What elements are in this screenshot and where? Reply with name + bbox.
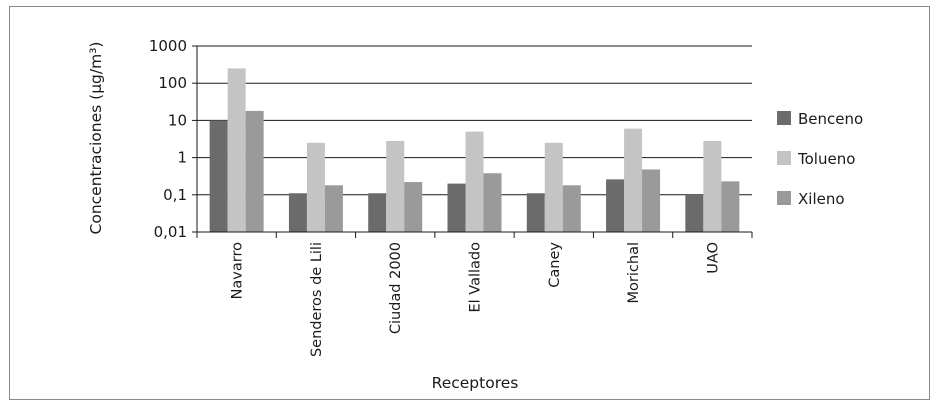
- y-tick-label: 10: [168, 111, 187, 129]
- x-tick-label: Morichal: [626, 242, 642, 303]
- y-tick-labels: 0,01 0,1 1 10 100 1000: [149, 37, 187, 241]
- legend-swatch-tolueno: [777, 151, 791, 165]
- legend-swatch-benceno: [777, 111, 791, 125]
- bar-benceno-5: [526, 193, 545, 232]
- bar-benceno-6: [606, 179, 625, 232]
- bar-tolueno-3: [386, 140, 405, 232]
- bars: [209, 68, 740, 232]
- x-tick-label: Ciudad 2000: [388, 242, 404, 334]
- x-tick-label: UAO: [705, 242, 721, 274]
- bar-tolueno-1: [227, 68, 246, 232]
- bar-xileno-6: [642, 169, 661, 232]
- x-tick-label: Senderos de Lili: [309, 242, 325, 357]
- y-axis-title: Concentraciones (µg/m³): [87, 42, 105, 235]
- bar-xileno-7: [721, 181, 740, 232]
- legend-label-tolueno: Tolueno: [797, 150, 855, 168]
- legend: Benceno Tolueno Xileno: [777, 110, 863, 208]
- bar-benceno-7: [685, 194, 704, 232]
- bar-benceno-3: [368, 193, 387, 232]
- x-tick-label: Caney: [547, 242, 563, 288]
- y-tick-label: 0,1: [163, 186, 187, 204]
- x-axis-title: Receptores: [432, 374, 519, 392]
- bar-benceno-4: [447, 183, 466, 232]
- y-tick-label: 100: [158, 74, 187, 92]
- legend-label-benceno: Benceno: [798, 110, 863, 128]
- x-tick-labels: Navarro Senderos de Lili Ciudad 2000 El Val…: [230, 242, 722, 357]
- y-tick-label: 1: [177, 149, 187, 167]
- bar-xileno-1: [245, 110, 264, 232]
- bar-tolueno-7: [703, 140, 722, 232]
- bar-xileno-4: [483, 173, 502, 232]
- bar-tolueno-6: [624, 128, 643, 232]
- x-tick-label: Navarro: [230, 242, 246, 300]
- bar-tolueno-2: [306, 142, 325, 232]
- y-tick-label: 0,01: [154, 223, 187, 241]
- bar-xileno-3: [404, 182, 423, 232]
- bar-benceno-1: [209, 120, 228, 232]
- x-tick-label: El Vallado: [468, 242, 484, 313]
- bar-benceno-2: [288, 193, 307, 232]
- legend-label-xileno: Xileno: [798, 190, 845, 208]
- axes: [196, 46, 753, 238]
- bar-tolueno-4: [465, 131, 484, 232]
- bar-xileno-2: [324, 185, 343, 232]
- y-tick-label: 1000: [149, 37, 187, 55]
- legend-swatch-xileno: [777, 191, 791, 205]
- bar-tolueno-5: [544, 142, 563, 232]
- bar-xileno-5: [562, 185, 581, 232]
